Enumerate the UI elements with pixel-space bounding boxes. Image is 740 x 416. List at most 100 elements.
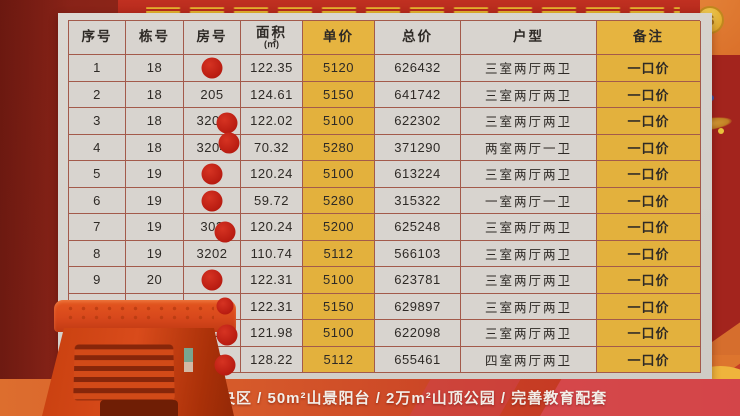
cell-note: 一口价 <box>597 108 701 135</box>
cell-total_price: 625248 <box>375 214 461 241</box>
cell-layout: 三室两厅两卫 <box>461 240 597 267</box>
cell-text: 5100 <box>323 113 354 129</box>
cell-text: 三室两厅两卫 <box>484 327 572 342</box>
cell-text: 128.22 <box>250 351 293 367</box>
cell-room <box>184 161 241 188</box>
cell-text: 70.32 <box>253 139 290 155</box>
sold-dot-icon <box>201 269 223 291</box>
cell-text: 7 <box>93 219 101 235</box>
cell-total_price: 655461 <box>375 346 461 373</box>
cell-layout: 两室两厅一卫 <box>461 134 597 161</box>
cell-text: 120.24 <box>250 219 293 235</box>
cell-text: 19 <box>146 245 163 261</box>
cell-note: 一口价 <box>597 214 701 241</box>
cell-building: 18 <box>126 81 184 108</box>
cell-text: 一口价 <box>627 87 670 103</box>
cell-text: 5 <box>93 166 101 182</box>
sold-dot-icon <box>201 57 223 79</box>
cell-text: 18 <box>146 113 163 129</box>
sold-dot-icon <box>214 221 236 243</box>
cell-layout: 三室两厅两卫 <box>461 161 597 188</box>
sold-dot-icon <box>216 112 238 134</box>
cell-text: 5280 <box>323 139 354 155</box>
cell-building: 18 <box>126 55 184 82</box>
price-table: 序号 栋号 房号 面积 (㎡) 单价 总价 户型 备注 1 18 122.35 5120 626432 三室… <box>68 20 701 376</box>
cell-text: 一口价 <box>627 61 670 77</box>
cell-text: 566103 <box>394 245 441 261</box>
cell-area: 110.74 <box>241 240 303 267</box>
cell-text: 三室两厅两卫 <box>484 168 572 183</box>
cell-unit_price: 5100 <box>303 267 375 294</box>
cell-text: 629897 <box>394 298 441 314</box>
cell-room: 3204 <box>184 132 241 161</box>
sold-dot-icon <box>216 324 238 346</box>
cell-text: 一室两厅一卫 <box>484 194 572 209</box>
cell-total_price: 622098 <box>375 320 461 347</box>
cell-area: 120.24 <box>241 214 303 241</box>
cell-text: 371290 <box>394 139 441 155</box>
cell-area: 122.02 <box>241 108 303 135</box>
cell-text: 一口价 <box>627 167 670 183</box>
cell-area: 128.22 <box>241 346 303 373</box>
cell-unit_price: 5100 <box>303 161 375 188</box>
column-header-room: 房号 <box>184 21 241 55</box>
cell-room: 3202 <box>184 240 241 267</box>
cell-text: 59.72 <box>253 192 290 208</box>
cell-text: 5100 <box>323 166 354 182</box>
cell-text: 622098 <box>394 325 441 341</box>
cell-text: 两室两厅一卫 <box>484 141 572 156</box>
cell-layout: 三室两厅两卫 <box>461 293 597 320</box>
cell-text: 一口价 <box>627 326 670 342</box>
cell-layout: 三室两厅两卫 <box>461 108 597 135</box>
cell-seq: 8 <box>69 240 126 267</box>
cell-total_price: 622302 <box>375 108 461 135</box>
cell-total_price: 623781 <box>375 267 461 294</box>
cell-room <box>184 55 241 82</box>
cell-note: 一口价 <box>597 320 701 347</box>
cell-text: 6 <box>93 192 101 208</box>
cell-text: 122.31 <box>250 272 293 288</box>
cell-area: 120.24 <box>241 161 303 188</box>
cell-room: 205 <box>184 81 241 108</box>
plastic-stool <box>42 296 242 416</box>
cell-text: 626432 <box>394 60 441 76</box>
cell-note: 一口价 <box>597 187 701 214</box>
cell-building: 18 <box>126 134 184 161</box>
cell-layout: 三室两厅两卫 <box>461 214 597 241</box>
cell-area: 124.61 <box>241 81 303 108</box>
cell-text: 19 <box>146 219 163 235</box>
stool-vent-slats <box>73 344 175 401</box>
column-header-label: 序号 <box>81 29 113 45</box>
cell-text: 110.74 <box>250 245 293 261</box>
backdrop-crimson-band <box>710 55 740 355</box>
cell-text: 1 <box>93 60 101 76</box>
cell-text: 三室两厅两卫 <box>484 62 572 77</box>
stool-handle-hole <box>100 400 178 416</box>
cell-unit_price: 5280 <box>303 134 375 161</box>
column-header-layout: 户型 <box>461 21 597 55</box>
cell-area: 122.35 <box>241 55 303 82</box>
stool-sticker <box>184 348 193 362</box>
cell-building: 19 <box>126 187 184 214</box>
sold-dot-icon <box>216 297 234 315</box>
cell-unit_price: 5200 <box>303 214 375 241</box>
cell-note: 一口价 <box>597 346 701 373</box>
cell-text: 122.02 <box>250 113 293 129</box>
cell-text: 5100 <box>323 272 354 288</box>
cell-note: 一口价 <box>597 161 701 188</box>
column-header-area: 面积 (㎡) <box>241 21 303 55</box>
cell-text: 四室两厅两卫 <box>484 353 572 368</box>
cell-text: 9 <box>93 272 101 288</box>
cell-total_price: 566103 <box>375 240 461 267</box>
cell-text: 122.35 <box>250 60 293 76</box>
cell-text: 315322 <box>394 192 441 208</box>
cell-text: 一口价 <box>627 273 670 289</box>
column-header-label: 户型 <box>513 29 544 45</box>
cell-text: 20 <box>146 272 163 288</box>
cell-area: 70.32 <box>241 134 303 161</box>
cell-text: 18 <box>146 139 163 155</box>
column-header-unit: (㎡) <box>264 38 279 49</box>
cell-text: 三室两厅两卫 <box>484 88 572 103</box>
cell-seq: 5 <box>69 161 126 188</box>
cell-layout: 三室两厅两卫 <box>461 55 597 82</box>
